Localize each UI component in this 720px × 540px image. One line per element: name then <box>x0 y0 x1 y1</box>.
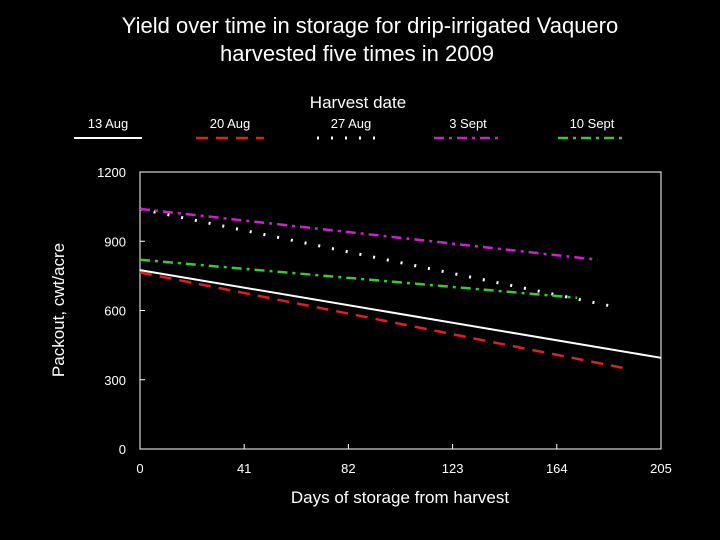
y-tick-label: 600 <box>104 304 126 319</box>
x-tick-label: 164 <box>546 461 568 476</box>
x-axis-ticks: 0 41 82 123 164 205 <box>136 444 672 476</box>
chart-title-line-1: Yield over time in storage for drip-irri… <box>122 13 618 38</box>
y-tick-label: 300 <box>104 373 126 388</box>
x-tick-label: 41 <box>237 461 251 476</box>
series-line-3-sept <box>139 207 598 261</box>
legend-label: 10 Sept <box>570 116 615 131</box>
legend-title: Harvest date <box>310 93 406 112</box>
plot-area <box>139 171 662 450</box>
x-tick-label: 0 <box>136 461 143 476</box>
series-line-10-sept <box>139 258 578 300</box>
series-lines <box>139 207 662 371</box>
legend-label: 13 Aug <box>88 116 129 131</box>
y-tick-label: 900 <box>104 234 126 249</box>
x-tick-label: 205 <box>650 461 672 476</box>
chart-title-line-2: harvested five times in 2009 <box>220 41 494 66</box>
legend-label: 3 Sept <box>449 116 487 131</box>
series-line-20-aug <box>139 271 631 371</box>
x-tick-label: 123 <box>442 461 464 476</box>
y-axis-ticks: 0 300 600 900 1200 <box>97 165 145 457</box>
series-line-27-aug <box>139 207 611 308</box>
legend-label: 27 Aug <box>331 116 372 131</box>
y-tick-label: 0 <box>119 442 126 457</box>
legend: 13 Aug 20 Aug 27 Aug 3 Sept 10 Sept <box>74 116 626 140</box>
series-line-13-aug <box>139 269 662 359</box>
legend-label: 20 Aug <box>210 116 251 131</box>
y-tick-label: 1200 <box>97 165 126 180</box>
x-tick-label: 82 <box>341 461 355 476</box>
y-axis-label: Packout, cwt/acre <box>49 243 68 377</box>
x-axis-label: Days of storage from harvest <box>291 488 510 507</box>
